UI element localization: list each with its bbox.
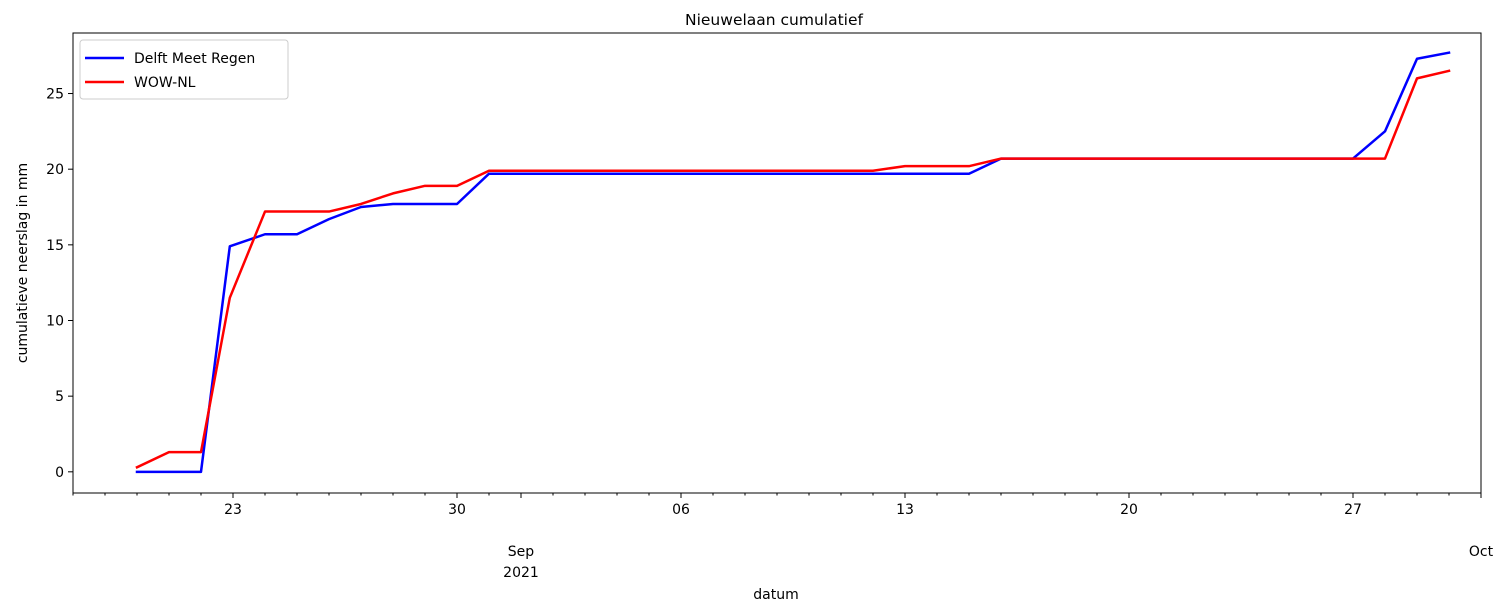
x-tick-label: 27 — [1344, 502, 1362, 518]
y-tick-label: 25 — [46, 87, 64, 103]
legend: Delft Meet Regen WOW-NL — [79, 39, 289, 100]
x-tick-label: 23 — [224, 502, 242, 518]
legend-label-delft-meet-regen: Delft Meet Regen — [134, 51, 255, 67]
x-axis: 23 30 06 13 20 27 Sep 2021 Oct — [72, 493, 1494, 581]
y-tick-label: 0 — [55, 465, 64, 481]
legend-box — [79, 39, 289, 100]
legend-label-wow-nl: WOW-NL — [134, 75, 196, 91]
x-month-label: Sep — [508, 544, 535, 560]
y-tick-label: 20 — [46, 162, 64, 178]
series-line-wow-nl — [135, 69, 1451, 469]
x-axis-label: datum — [753, 587, 798, 603]
x-tick-label: 20 — [1120, 502, 1138, 518]
y-tick-label: 10 — [46, 314, 64, 330]
series-layer — [135, 51, 1451, 474]
y-tick-label: 15 — [46, 238, 64, 254]
x-tick-label: 13 — [896, 502, 914, 518]
chart-title: Nieuwelaan cumulatief — [685, 11, 864, 29]
x-year-label: 2021 — [503, 565, 539, 581]
y-axis: 0 5 10 15 20 25 — [46, 87, 73, 481]
plot-frame — [72, 32, 1482, 494]
y-axis-label: cumulatieve neerslag in mm — [15, 163, 31, 363]
x-tick-label: 06 — [672, 502, 690, 518]
y-tick-label: 5 — [55, 389, 64, 405]
series-line-delft-meet-regen — [135, 51, 1451, 474]
x-tick-label: 30 — [448, 502, 466, 518]
x-month-label: Oct — [1469, 544, 1494, 560]
